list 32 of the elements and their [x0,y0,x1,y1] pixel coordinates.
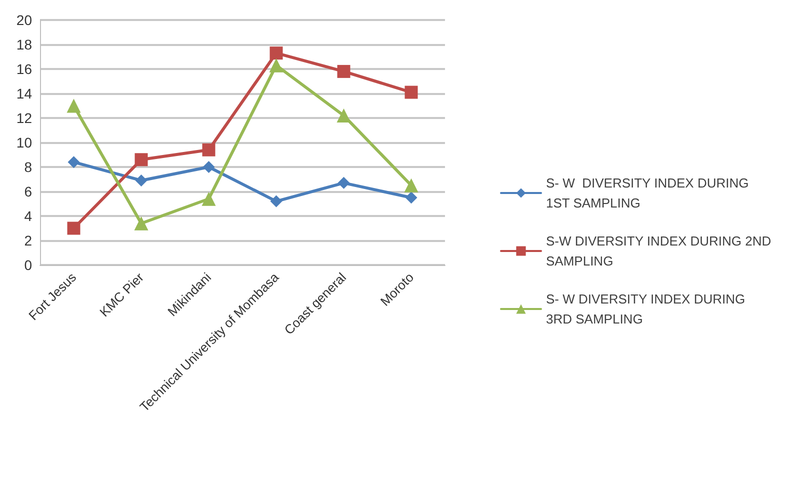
y-tick-label: 8 [24,159,32,175]
point [68,156,80,168]
point [135,174,148,186]
legend-label: S- W DIVERSITY INDEX DURING 1ST SAMPLING [546,176,749,210]
point [67,222,80,235]
point [405,192,418,204]
y-tick-label: 0 [24,257,32,273]
y-tick-label: 14 [16,86,32,102]
y-tick-label: 18 [16,36,32,52]
point [270,195,282,208]
legend-label: S-W DIVERSITY INDEX DURING 2ND SAMPLING [546,234,772,268]
y-tick-label: 4 [24,208,32,224]
point [338,176,350,189]
point [134,153,148,166]
point [404,178,418,192]
y-tick-label: 6 [24,184,32,200]
point [202,161,215,173]
y-tick-label: 20 [16,12,32,28]
point [270,46,283,60]
y-tick-label: 2 [24,232,32,248]
point [337,64,350,78]
point [269,58,284,72]
point [202,143,216,156]
y-tick-label: 10 [16,134,32,150]
point [202,192,216,206]
point [404,86,418,99]
point [336,108,351,123]
y-tick-label: 16 [16,61,32,77]
point [134,216,148,230]
legend-label: S- W DIVERSITY INDEX DURING 3RD SAMPLING [546,292,746,326]
y-tick-label: 12 [16,110,32,126]
point [66,98,81,113]
